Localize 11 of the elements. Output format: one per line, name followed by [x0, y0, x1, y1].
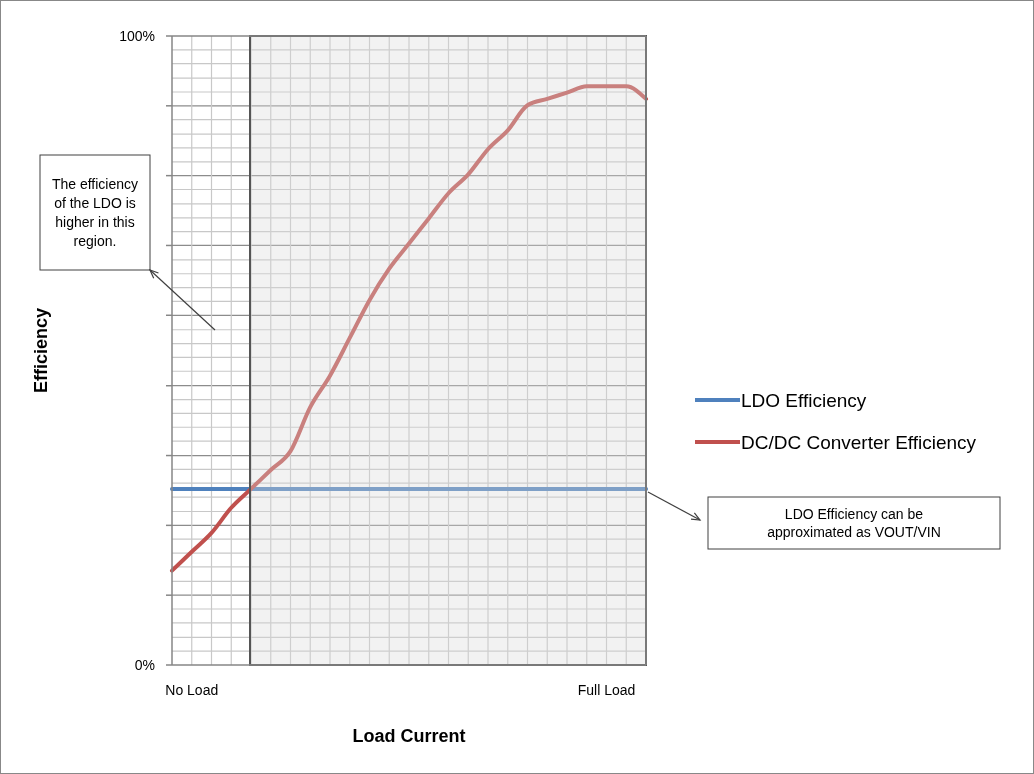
text: LDO Efficiency can be approximated as VOUT/VIN [767, 505, 941, 540]
y-tick-label: 100% [119, 27, 155, 44]
x-tick-label: No Load [165, 682, 219, 698]
text: The efficiency of the LDO is higher in this region. [51, 175, 139, 249]
line-series [170, 84, 648, 573]
x-axis-title: Load Current [352, 726, 466, 746]
legend-label: LDO Efficiency [741, 389, 867, 411]
x-tick-label: Full Load [577, 682, 636, 698]
y-axis-title: Efficiency [31, 307, 51, 394]
legend-label: DC/DC Converter Efficiency [741, 431, 977, 453]
y-tick-label: 0% [134, 656, 155, 673]
